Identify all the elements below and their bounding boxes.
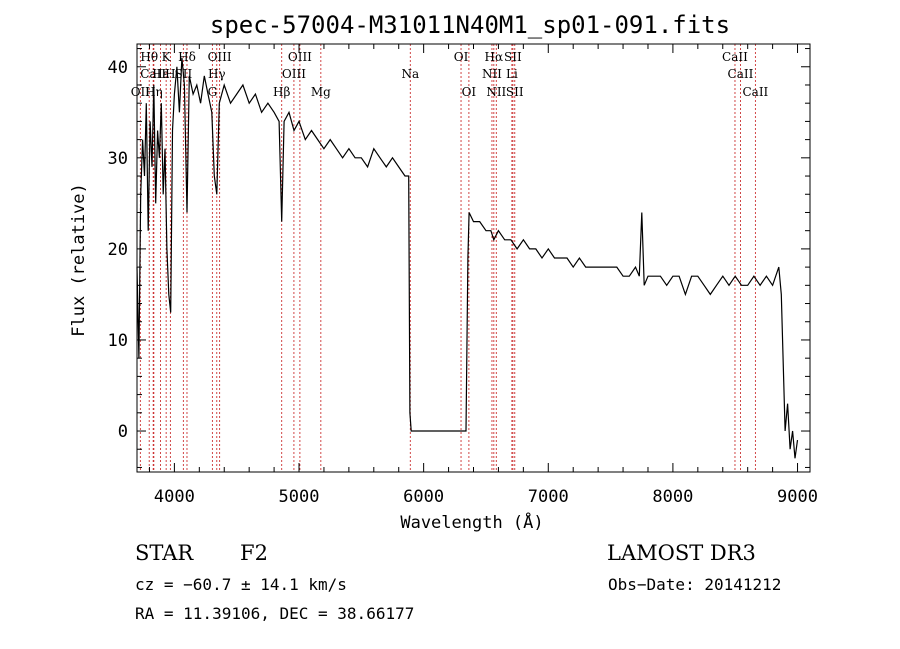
spectral-line-label: CaII (742, 85, 768, 99)
spectral-line-label: SII (506, 85, 524, 99)
survey-name: LAMOST DR3 (607, 541, 756, 565)
spectral-line-markers (139, 44, 756, 472)
spectral-line-label: G (208, 85, 218, 99)
x-tick-label: 5000 (279, 487, 320, 507)
x-tick-label: 8000 (652, 487, 693, 507)
spectral-line-label: Na (401, 67, 419, 81)
spectral-line-label: K (162, 50, 172, 64)
spectral-line-label: CaII (140, 67, 166, 81)
x-tick-label: 7000 (528, 487, 569, 507)
object-subclass: F2 (240, 541, 268, 565)
spectral-line-label: SII (504, 50, 522, 64)
y-tick-label: 30 (108, 149, 128, 169)
x-axis-ticks: 4000 5000 6000 7000 8000 9000 (148, 44, 818, 507)
spectral-line-label: OI (454, 50, 469, 64)
redshift-cz: cz = −60.7 ± 14.1 km/s (135, 575, 347, 594)
spectral-line-label: H (165, 67, 175, 81)
spectral-line-label: NII (486, 85, 506, 99)
spectral-line-label: Hβ (273, 85, 290, 99)
y-tick-label: 0 (118, 422, 128, 442)
spectral-line-label: Mg (311, 85, 331, 99)
y-tick-label: 40 (108, 58, 128, 78)
observation-date: Obs−Date: 20141212 (608, 575, 781, 594)
spectral-line-label: Hα (485, 50, 504, 64)
y-tick-label: 10 (108, 331, 128, 351)
x-tick-label: 6000 (403, 487, 444, 507)
spectral-line-label: CaII (728, 67, 754, 81)
ra-dec-coordinates: RA = 11.39106, DEC = 38.66177 (135, 604, 414, 623)
spectral-line-label: Li (506, 67, 518, 81)
chart-title: spec-57004-M31011N40M1_sp01-091.fits (210, 11, 730, 39)
plot-frame (136, 43, 811, 473)
spectral-line-label: OIII (288, 50, 312, 64)
spectral-line-label: NII (482, 67, 502, 81)
x-tick-label: 9000 (777, 487, 818, 507)
y-tick-label: 20 (108, 240, 128, 260)
x-tick-label: 4000 (154, 487, 195, 507)
object-class: STAR (135, 541, 194, 565)
spectral-line-label: OI (462, 85, 477, 99)
spectral-line-label: OII (131, 85, 151, 99)
spectral-line-label: OIII (282, 67, 306, 81)
spectral-line-label: OIII (208, 50, 232, 64)
y-axis-label: Flux (relative) (69, 183, 89, 337)
spectral-line-label: CaII (722, 50, 748, 64)
y-axis-ticks: 0 10 20 30 40 (108, 48, 810, 468)
spectral-line-label: Hγ (208, 67, 226, 81)
spectral-line-label: Hδ (178, 50, 196, 64)
x-axis-label: Wavelength (Å) (400, 511, 543, 533)
flux-series-line (136, 57, 799, 459)
spectral-line-label: Hθ (140, 50, 158, 64)
spectral-line-label: Hε (152, 67, 169, 81)
